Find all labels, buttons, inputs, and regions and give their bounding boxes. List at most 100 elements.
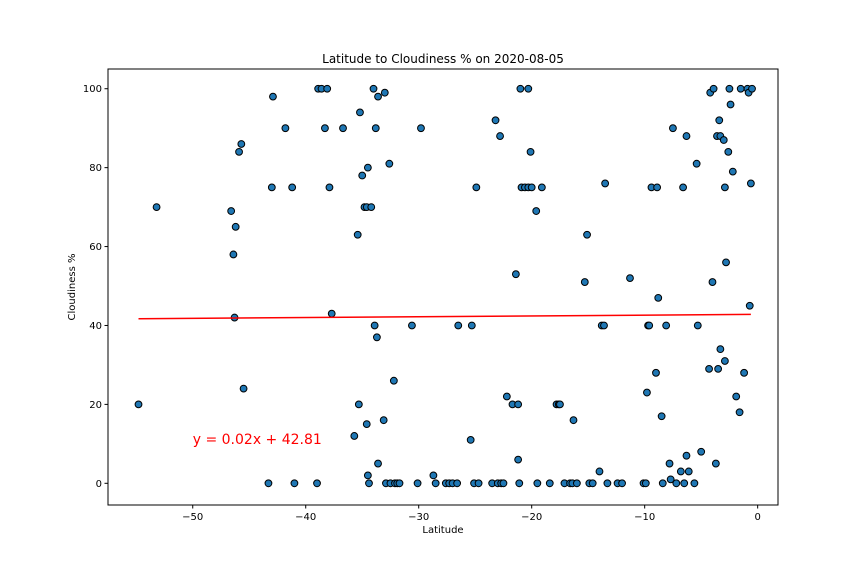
data-point [374, 92, 382, 101]
data-point [679, 183, 687, 192]
chart-title: Latitude to Cloudiness % on 2020-08-05 [322, 52, 564, 66]
data-point [327, 309, 336, 318]
data-point [626, 274, 634, 283]
data-point [705, 364, 713, 373]
data-point [269, 92, 277, 101]
data-point [658, 479, 667, 488]
data-point [533, 479, 542, 488]
data-point [603, 479, 612, 488]
data-point [431, 479, 440, 488]
data-point [373, 333, 381, 342]
y-tick-label: 60 [89, 242, 102, 253]
x-tick-label: −50 [182, 512, 203, 523]
data-point [356, 108, 364, 117]
data-point [350, 432, 359, 440]
data-point [152, 203, 161, 212]
data-point [532, 207, 541, 215]
y-tick-label: 100 [83, 84, 102, 95]
data-point [725, 84, 734, 93]
data-point [362, 420, 371, 429]
data-point [676, 467, 685, 476]
data-point [665, 459, 674, 468]
data-point [728, 167, 737, 176]
data-point [735, 408, 744, 417]
data-point [514, 400, 523, 409]
data-point [641, 479, 650, 488]
y-tick-label: 20 [89, 400, 102, 411]
data-point [363, 471, 372, 480]
data-point [323, 84, 332, 93]
data-point [653, 183, 662, 192]
data-point [672, 479, 681, 488]
data-point [502, 392, 511, 401]
data-point [369, 84, 378, 93]
data-point [732, 392, 741, 401]
data-point [134, 400, 143, 409]
x-axis-label: Latitude [422, 525, 463, 536]
data-point [714, 364, 723, 373]
data-point [654, 293, 663, 302]
x-tick-label: −30 [408, 512, 429, 523]
data-point [353, 230, 362, 239]
data-point [708, 278, 717, 286]
data-point [721, 183, 729, 192]
data-point [290, 479, 299, 488]
data-point [709, 84, 718, 93]
data-point [313, 479, 321, 488]
data-point [583, 230, 591, 239]
data-point [514, 455, 523, 464]
data-point [684, 467, 693, 476]
y-axis-ticks: 0 20 40 60 80 100 [83, 84, 108, 490]
data-point [652, 368, 660, 377]
data-point [429, 471, 438, 480]
data-point [526, 147, 535, 156]
data-point [572, 479, 581, 488]
data-point [379, 416, 388, 425]
data-point [618, 479, 626, 488]
data-point [389, 376, 398, 385]
data-point [516, 84, 525, 93]
data-point [380, 88, 389, 97]
data-point [264, 479, 273, 488]
data-point [669, 124, 677, 133]
data-point [662, 321, 671, 330]
data-point [235, 147, 243, 156]
data-point [237, 140, 246, 148]
data-point [722, 258, 730, 267]
data-point [395, 479, 404, 488]
data-point [595, 467, 604, 476]
data-point [724, 147, 733, 156]
data-point [365, 479, 373, 488]
data-point [719, 136, 728, 144]
scatter-points [134, 84, 756, 488]
data-point [367, 203, 376, 212]
x-tick-label: −20 [521, 512, 542, 523]
plot-area-frame [107, 68, 779, 506]
data-point [515, 479, 524, 488]
data-point [693, 321, 702, 330]
data-point [726, 100, 735, 109]
regression-line [138, 313, 751, 320]
data-point [371, 124, 380, 133]
data-point [682, 132, 691, 140]
data-point [569, 416, 578, 425]
data-point [746, 179, 755, 188]
data-point [408, 321, 416, 330]
data-point [288, 183, 297, 192]
y-axis-label: Cloudiness % [67, 254, 78, 321]
y-tick-label: 80 [89, 163, 102, 174]
data-point [370, 321, 379, 330]
y-tick-label: 0 [96, 479, 102, 490]
data-point [527, 183, 536, 192]
data-point [545, 479, 554, 488]
data-point [524, 84, 533, 93]
data-point [339, 124, 347, 133]
data-point [413, 479, 422, 488]
x-axis-ticks: −50 −40 −30 −20 −10 0 [182, 505, 761, 523]
data-point [643, 388, 651, 397]
x-tick-label: 0 [754, 512, 760, 523]
data-point [697, 447, 706, 456]
data-point [692, 159, 701, 168]
